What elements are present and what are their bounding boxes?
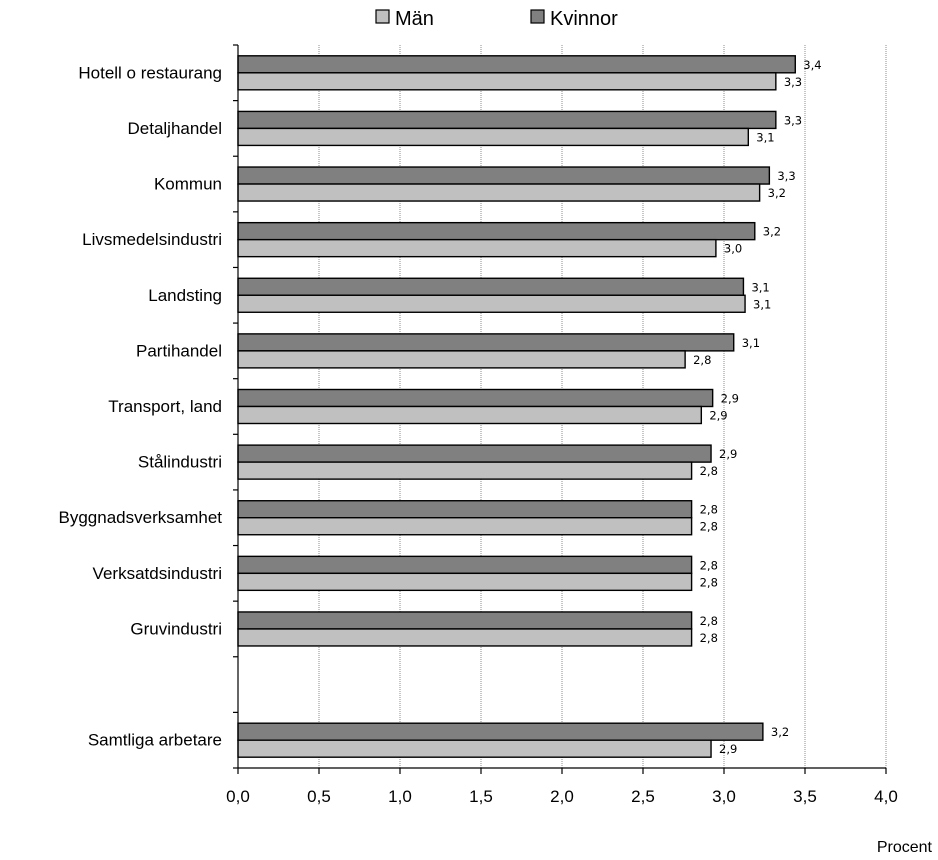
bar-man	[237, 405, 703, 425]
x-tick-label: 2,5	[631, 787, 655, 806]
data-label-man: 2,8	[700, 631, 718, 645]
bar-man	[237, 127, 749, 147]
data-label-man: 2,8	[700, 464, 718, 478]
x-tick-label: 1,0	[388, 787, 412, 806]
bar-kvinnor	[237, 444, 712, 463]
data-label-man: 3,1	[753, 297, 771, 311]
bar-kvinnor	[237, 500, 693, 519]
legend-entry-kvinnor: Kvinnor	[550, 8, 618, 30]
x-tick-label: 3,5	[793, 787, 817, 806]
bar-man	[237, 72, 777, 91]
category-label: Samtliga arbetare	[88, 731, 222, 750]
data-label-man: 3,1	[756, 130, 774, 144]
legend: Män Kvinnor	[375, 8, 618, 30]
data-label-kvinnor: 2,9	[719, 447, 737, 461]
data-label-man: 2,8	[700, 575, 718, 589]
data-label-kvinnor: 2,9	[721, 392, 739, 406]
data-label-kvinnor: 3,1	[742, 336, 760, 350]
category-label: Transport, land	[108, 397, 222, 416]
data-label-kvinnor: 3,1	[751, 280, 769, 294]
data-label-kvinnor: 3,2	[763, 225, 781, 239]
data-label-kvinnor: 3,3	[777, 169, 795, 183]
x-tick-label: 1,5	[469, 787, 493, 806]
bar-kvinnor	[237, 555, 693, 575]
x-tick-label: 0,5	[307, 787, 331, 806]
bar-man	[237, 517, 693, 536]
bars	[237, 55, 796, 758]
bar-kvinnor	[237, 55, 796, 74]
bar-kvinnor	[237, 722, 764, 741]
bar-kvinnor	[237, 110, 777, 130]
bar-man	[237, 294, 746, 313]
x-tick-label: 3,0	[712, 787, 736, 806]
data-label-kvinnor: 2,8	[700, 558, 718, 572]
x-tick-label: 0,0	[226, 787, 250, 806]
category-label: Landsting	[148, 286, 222, 305]
data-label-kvinnor: 3,2	[771, 725, 789, 739]
bar-man	[237, 628, 693, 647]
gridlines	[318, 45, 887, 768]
data-label-kvinnor: 3,3	[784, 113, 802, 127]
bar-kvinnor	[237, 166, 771, 185]
legend-swatch	[375, 9, 390, 24]
bar-kvinnor	[237, 333, 735, 352]
bar-man	[237, 183, 761, 202]
bar-man	[237, 350, 686, 369]
x-axis-title: Procent	[877, 839, 933, 856]
data-label-man: 2,9	[719, 742, 737, 756]
data-label-man: 3,0	[724, 242, 742, 256]
category-label: Kommun	[154, 175, 222, 194]
bar-man	[237, 461, 693, 480]
bar-kvinnor	[237, 221, 756, 241]
legend-swatch	[530, 9, 545, 24]
bar-kvinnor	[237, 388, 714, 408]
data-label-man: 2,8	[693, 353, 711, 367]
x-tick-label: 2,0	[550, 787, 574, 806]
data-label-kvinnor: 2,8	[700, 503, 718, 517]
category-label: Gruvindustri	[130, 619, 222, 638]
data-label-man: 3,3	[784, 75, 802, 89]
data-label-kvinnor: 2,8	[700, 614, 718, 628]
data-label-man: 2,9	[709, 409, 727, 423]
category-label: Stålindustri	[138, 453, 222, 472]
x-tick-label: 4,0	[874, 787, 898, 806]
data-label-man: 3,2	[768, 186, 786, 200]
category-label: Detaljhandel	[127, 119, 222, 138]
category-label: Partihandel	[136, 341, 222, 360]
bar-kvinnor	[237, 611, 693, 630]
bar-man	[237, 739, 712, 758]
category-label: Livsmedelsindustri	[82, 230, 222, 249]
bar-man	[237, 238, 717, 258]
bar-man	[237, 572, 693, 592]
axes	[233, 44, 887, 774]
category-label: Hotell o restaurang	[78, 63, 222, 82]
data-label-kvinnor: 3,4	[803, 58, 821, 72]
bar-kvinnor	[237, 277, 745, 296]
category-label: Byggnadsverksamhet	[59, 508, 223, 527]
category-label: Verksatdsindustri	[93, 564, 222, 583]
data-label-man: 2,8	[700, 520, 718, 534]
legend-entry-man: Män	[395, 8, 434, 30]
